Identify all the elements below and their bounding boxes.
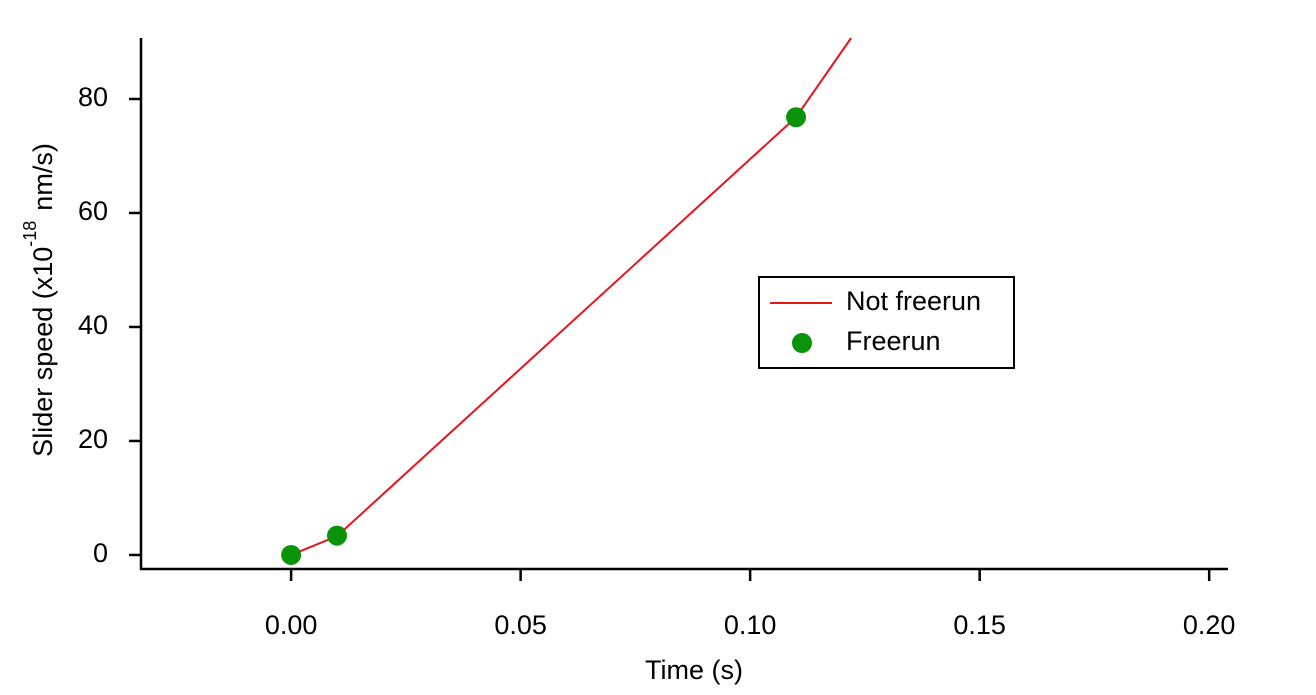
y-tick-label: 0 bbox=[93, 538, 108, 568]
y-tick-label: 80 bbox=[78, 82, 108, 112]
legend-swatch bbox=[792, 333, 812, 353]
y-tick-label: 60 bbox=[78, 196, 108, 226]
data-line bbox=[290, 37, 852, 556]
y-tick-label: 40 bbox=[78, 310, 108, 340]
data-point bbox=[786, 107, 807, 128]
y-label-suffix: nm/s) bbox=[28, 143, 58, 211]
x-tick-label: 0.15 bbox=[953, 610, 1006, 640]
legend-label: Freerun bbox=[846, 326, 941, 356]
x-tick-label: 0.20 bbox=[1183, 610, 1236, 640]
y-label-superscript: -18 bbox=[20, 221, 40, 247]
data-point bbox=[327, 525, 348, 546]
legend-box bbox=[758, 276, 1015, 369]
x-axis-label: Time (s) bbox=[645, 655, 743, 685]
y-label-text: Slider speed (x10 bbox=[28, 247, 58, 457]
y-tick-label: 20 bbox=[78, 424, 108, 454]
x-tick-label: 0.10 bbox=[724, 610, 777, 640]
x-tick-label: 0.00 bbox=[265, 610, 318, 640]
legend-label: Not freerun bbox=[846, 286, 981, 316]
y-axis-label: Slider speed (x10-18 nm/s) bbox=[20, 143, 58, 457]
data-point bbox=[281, 544, 302, 565]
x-tick-label: 0.05 bbox=[494, 610, 547, 640]
